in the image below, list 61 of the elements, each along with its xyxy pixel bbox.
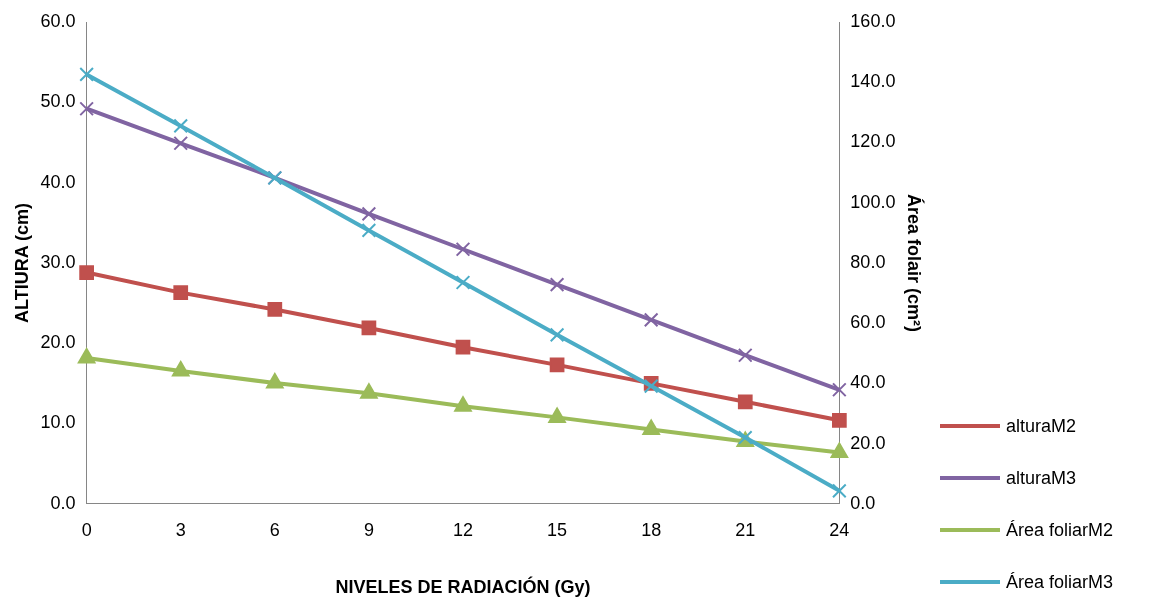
point [266, 373, 284, 389]
y-tick-label: 10.0 [40, 412, 76, 433]
x-tick-label: 3 [175, 519, 186, 540]
y2-tick-label: 140.0 [850, 71, 896, 92]
x-tick-label: 18 [641, 519, 662, 540]
point [79, 265, 94, 280]
y2-axis-title: Área folair (cm²) [904, 193, 926, 332]
y-tick-label: 20.0 [40, 332, 76, 353]
y-tick-label: 40.0 [40, 171, 76, 192]
point [173, 135, 189, 151]
y2-tick-label: 20.0 [850, 432, 886, 453]
point [831, 382, 847, 398]
point [455, 275, 471, 290]
x-tick-label: 0 [81, 519, 92, 540]
point [737, 394, 753, 410]
y-tick-label: 50.0 [40, 91, 76, 112]
point [830, 442, 849, 459]
legend-label: alturaM3 [1006, 467, 1077, 489]
x-tick-label: 21 [735, 519, 756, 540]
point [173, 118, 189, 134]
point [267, 302, 283, 317]
y-tick-label: 60.0 [40, 10, 76, 31]
point [549, 357, 565, 373]
x-tick-label: 9 [363, 519, 374, 540]
point [79, 101, 94, 117]
point [360, 383, 378, 399]
point [549, 327, 565, 343]
point [173, 285, 189, 300]
point [361, 223, 377, 238]
x-tick-label: 15 [547, 519, 568, 540]
point [77, 348, 96, 364]
y2-tick-label: 40.0 [850, 372, 886, 393]
point [454, 396, 472, 412]
point [643, 312, 659, 328]
y2-tick-label: 0.0 [850, 492, 876, 513]
point [455, 241, 471, 257]
y2-tick-label: 100.0 [850, 191, 896, 212]
x-tick-label: 6 [269, 519, 280, 540]
point [548, 407, 566, 423]
y-tick-label: 0.0 [50, 492, 76, 513]
point [361, 320, 377, 336]
point [831, 412, 847, 428]
point [361, 206, 377, 222]
point [642, 419, 660, 435]
x-tick-label: 12 [452, 519, 474, 540]
x-tick-label: 24 [829, 519, 850, 540]
y2-tick-label: 120.0 [850, 131, 896, 152]
point [171, 361, 190, 377]
legend-label: alturaM2 [1006, 415, 1077, 437]
y-axis-title: ALTIURA (cm) [11, 202, 32, 323]
y2-tick-label: 80.0 [850, 251, 886, 272]
y-tick-label: 30.0 [40, 251, 76, 272]
point [455, 339, 471, 355]
x-axis-title: NIVELES DE RADIACIÓN (Gy) [335, 576, 591, 598]
legend-label: Área foliarM2 [1006, 519, 1114, 541]
y2-tick-label: 160.0 [850, 10, 896, 31]
y2-tick-label: 60.0 [850, 312, 886, 333]
point [79, 67, 94, 82]
point [549, 277, 565, 292]
legend-label: Área foliarM3 [1006, 571, 1114, 593]
point [737, 347, 753, 363]
